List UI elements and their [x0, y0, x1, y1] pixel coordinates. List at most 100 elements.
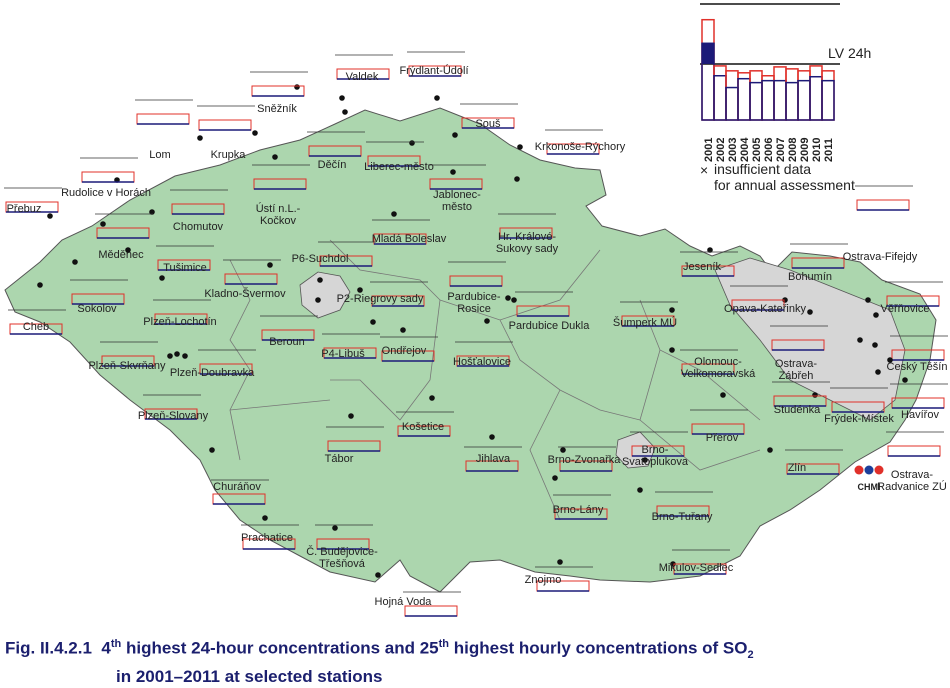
station-marker [209, 447, 215, 453]
station-marker [342, 109, 348, 115]
daily-bar [797, 79, 811, 121]
station-marker [511, 297, 517, 303]
station: Ostrava-Zábřeh [770, 325, 863, 382]
station-label: Mladá Boleslav [372, 233, 447, 245]
hourly-bar [773, 66, 787, 121]
station: Krkonoše-Rýchory [517, 129, 626, 155]
station-label: Pardubice- [447, 291, 501, 303]
insufficient-marker: × [700, 162, 708, 178]
caption-text: highest 24-hour concentrations and 25 [121, 638, 439, 658]
station: Ostrava-Fifejdy [843, 185, 918, 303]
daily-bar [821, 79, 835, 121]
station-label: Hr. Králové- [498, 231, 556, 243]
station: Sokolov [70, 259, 128, 315]
station-label: Frýdlant-Údolí [399, 64, 468, 77]
station: Ondřejov [380, 327, 438, 362]
station: Souš [452, 103, 518, 138]
station: Krupka [197, 105, 258, 161]
station-marker [252, 130, 258, 136]
station-label: Kočkov [260, 215, 297, 227]
station: Plzeň-Lochotín [143, 275, 217, 328]
station: Bohumín [782, 243, 848, 303]
station-marker [517, 144, 523, 150]
station-label: Plzeň-Skvrňany [88, 360, 166, 372]
exceedance-fill [702, 43, 714, 64]
station-label: Brno-Tuřany [652, 511, 713, 523]
station-label: Přerov [706, 432, 739, 444]
station: P6-Suchdol [292, 241, 376, 283]
station: Košetice [396, 395, 454, 437]
station-marker [294, 84, 300, 90]
station-label: Krupka [211, 149, 247, 161]
daily-bar [761, 79, 775, 121]
daily-bar [785, 81, 799, 121]
station: P4-Libuš [321, 319, 380, 360]
station-label: Liberec-město [364, 161, 434, 173]
year-label: 2009 [799, 138, 811, 162]
year-label: 2002 [715, 138, 727, 162]
station-label: Plzeň-Lochotín [143, 316, 216, 328]
station-label: Košetice [402, 421, 444, 433]
station-marker [197, 135, 203, 141]
caption-sub: 2 [747, 649, 754, 662]
station-label: Lom [149, 149, 170, 161]
station: Znojmo [525, 559, 593, 592]
station-label: Plzeň-Slovany [138, 410, 209, 422]
station-marker [429, 395, 435, 401]
station: Chomutov [149, 189, 228, 233]
station-marker [159, 275, 165, 281]
station: Český Těšín [872, 335, 948, 373]
station: Brno-Lány [552, 475, 611, 520]
station-label: Tušimice [163, 262, 207, 274]
mini-chart-frame [887, 445, 941, 457]
station-marker [317, 277, 323, 283]
station-marker [434, 95, 440, 101]
station-marker [375, 572, 381, 578]
station: Ústí n.L.-Kočkov [252, 154, 310, 227]
station-label: Brno- [642, 444, 669, 456]
station-marker [149, 209, 155, 215]
station-label: Svatoplukova [622, 456, 689, 468]
station-marker [875, 369, 881, 375]
station-label: Opava-Kateřinky [724, 303, 806, 315]
station-label: Radvanice ZÚ [877, 480, 947, 493]
station-marker [865, 297, 871, 303]
station-marker [450, 169, 456, 175]
station-marker [409, 140, 415, 146]
station: Šumperk MÚ [613, 301, 678, 329]
station-marker [452, 132, 458, 138]
station: Cheb [8, 282, 66, 335]
hourly-bar [737, 72, 751, 121]
station-label: P6-Suchdol [292, 253, 349, 265]
station: Frýdlant-Údolí [399, 51, 469, 101]
station-label: Hošťalovice [453, 356, 511, 368]
station-label: Ostrava- [891, 469, 934, 481]
station-label: Valdek [346, 71, 379, 83]
station-label: Cheb [23, 321, 49, 333]
station: Hr. Králové-Sukovy sady [496, 176, 559, 255]
hourly-bar [761, 75, 775, 121]
station-marker [642, 457, 648, 463]
station-label: Mikulov-Sedlec [659, 562, 734, 574]
station: Olomouc-Velkomoravská [669, 347, 756, 380]
station-marker [720, 392, 726, 398]
station-marker [262, 515, 268, 521]
station-label: Brno-Zvonařka [548, 454, 622, 466]
station-label: Věřňovice [881, 303, 930, 315]
station-label: Prachatice [241, 532, 293, 544]
prague-area [299, 271, 351, 319]
mini-chart-frame [856, 199, 910, 211]
station-label: Churáňov [213, 481, 261, 493]
station: Churáňov [209, 447, 269, 505]
station-marker [267, 262, 273, 268]
station-label: Přebuz [7, 203, 42, 215]
station-marker [167, 353, 173, 359]
station-marker [47, 213, 53, 219]
mini-chart-frame [81, 171, 135, 183]
station-label: Bohumín [788, 271, 832, 283]
logo-text: CHMI [858, 482, 881, 492]
station: Jihlava [464, 434, 522, 472]
station-label: Kladno-Švermov [204, 287, 286, 300]
daily-bar [773, 79, 787, 121]
year-label: 2005 [751, 138, 763, 162]
